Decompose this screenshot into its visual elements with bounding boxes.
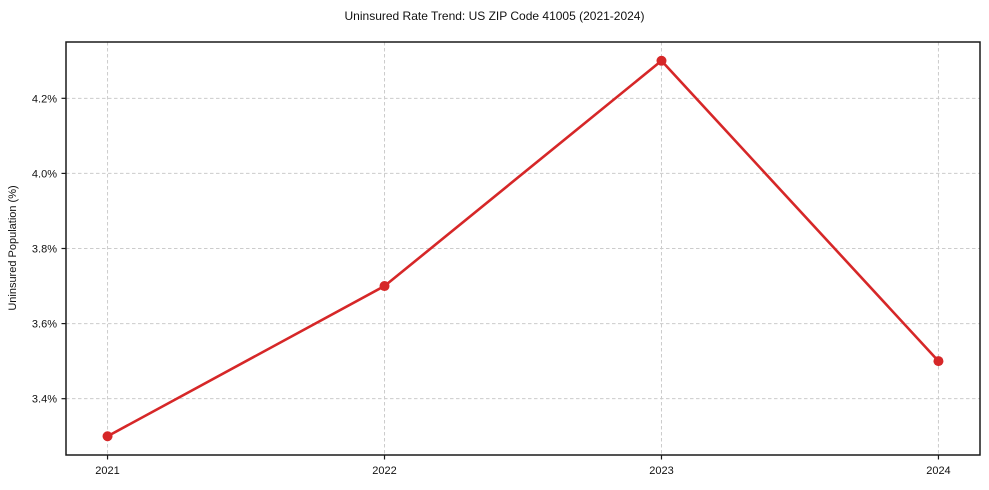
chart-title: Uninsured Rate Trend: US ZIP Code 41005 …: [344, 9, 645, 23]
y-tick-label: 3.6%: [32, 319, 57, 331]
y-tick-label: 4.0%: [32, 168, 57, 180]
x-tick-label: 2024: [926, 465, 950, 477]
x-tick-label: 2023: [649, 465, 673, 477]
trend-line: [106, 59, 940, 438]
data-point: [102, 431, 113, 442]
data-point: [379, 281, 390, 292]
data-point: [656, 55, 667, 66]
y-tick-label: 4.2%: [32, 93, 57, 105]
y-tick-label: 3.4%: [32, 394, 57, 406]
y-tick-label: 3.8%: [32, 244, 57, 256]
data-point: [933, 356, 944, 367]
x-tick-label: 2021: [95, 465, 119, 477]
x-tick-label: 2022: [372, 465, 396, 477]
